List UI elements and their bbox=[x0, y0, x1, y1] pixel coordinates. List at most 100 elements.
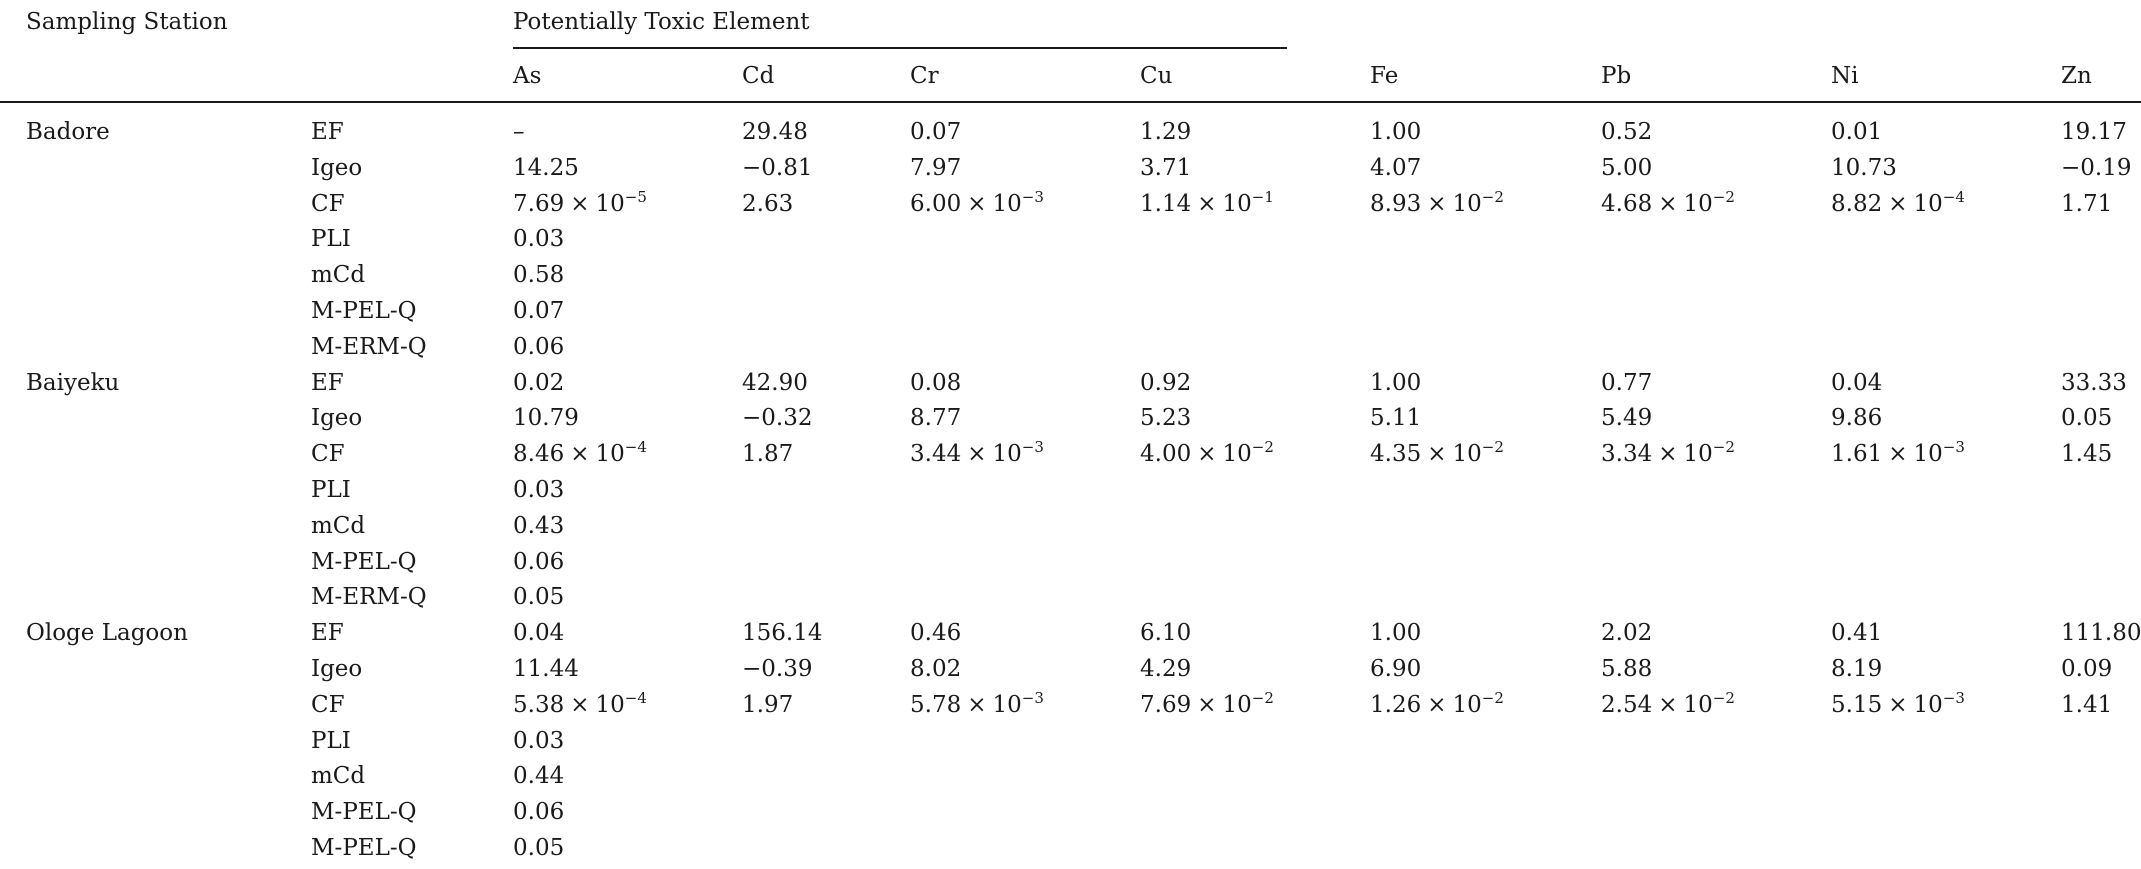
value-cell: 8.46 × 10−4 bbox=[513, 438, 647, 468]
value-cell: 7.69 × 10−2 bbox=[1140, 688, 1274, 718]
value-cell: 29.48 bbox=[742, 119, 808, 145]
header-group-rule bbox=[513, 47, 1287, 49]
index-label: EF bbox=[311, 119, 344, 145]
value-cell: 5.15 × 10−3 bbox=[1831, 688, 1965, 718]
value-cell: 1.14 × 10−1 bbox=[1140, 187, 1274, 217]
value-cell: 0.77 bbox=[1601, 369, 1653, 396]
value-cell: 0.03 bbox=[513, 477, 565, 503]
index-label: M-ERM-Q bbox=[311, 333, 427, 360]
value-cell: 4.29 bbox=[1140, 656, 1192, 682]
value-cell: 0.06 bbox=[513, 548, 565, 575]
index-label: Igeo bbox=[311, 154, 363, 181]
index-label: PLI bbox=[311, 226, 351, 253]
value-cell: 1.41 bbox=[2061, 691, 2113, 718]
index-label: EF bbox=[311, 620, 344, 647]
index-label: M-PEL-Q bbox=[311, 799, 417, 826]
index-label: mCd bbox=[311, 512, 366, 539]
value-cell: 0.02 bbox=[513, 369, 565, 396]
value-cell: 4.07 bbox=[1370, 154, 1422, 181]
value-cell: 2.02 bbox=[1601, 620, 1653, 647]
index-label: mCd bbox=[311, 262, 366, 289]
value-cell: 5.11 bbox=[1370, 405, 1422, 432]
value-cell: 8.02 bbox=[910, 656, 962, 682]
value-cell: 5.78 × 10−3 bbox=[910, 688, 1044, 718]
value-cell: 1.97 bbox=[742, 691, 794, 718]
value-cell: 4.00 × 10−2 bbox=[1140, 438, 1274, 468]
value-cell: 7.97 bbox=[910, 154, 962, 181]
value-cell: 19.17 bbox=[2061, 119, 2127, 145]
value-cell: −0.32 bbox=[742, 405, 813, 432]
station-name: Badore bbox=[26, 119, 110, 145]
value-cell: 0.03 bbox=[513, 226, 565, 253]
index-label: CF bbox=[311, 190, 345, 217]
value-cell: 1.29 bbox=[1140, 119, 1192, 145]
col-header: Ni bbox=[1831, 63, 1859, 89]
value-cell: 9.86 bbox=[1831, 405, 1883, 432]
index-label: M-PEL-Q bbox=[311, 298, 417, 324]
value-cell: 8.82 × 10−4 bbox=[1831, 187, 1965, 217]
value-cell: 0.05 bbox=[513, 584, 565, 611]
value-cell: 6.90 bbox=[1370, 656, 1422, 682]
value-cell: 10.79 bbox=[513, 405, 579, 432]
value-cell: 0.04 bbox=[513, 620, 565, 647]
value-cell: 156.14 bbox=[742, 620, 823, 647]
index-label: Igeo bbox=[311, 656, 363, 682]
value-cell: 6.10 bbox=[1140, 620, 1192, 647]
index-label: Igeo bbox=[311, 405, 363, 432]
index-label: M-PEL-Q bbox=[311, 835, 417, 861]
index-label: M-ERM-Q bbox=[311, 584, 427, 611]
col-header: Pb bbox=[1601, 63, 1632, 89]
index-label: M-PEL-Q bbox=[311, 548, 417, 575]
station-name: Baiyeku bbox=[26, 369, 120, 396]
value-cell: 1.45 bbox=[2061, 441, 2113, 468]
value-cell: −0.39 bbox=[742, 656, 813, 682]
value-cell: 5.38 × 10−4 bbox=[513, 688, 647, 718]
value-cell: 0.58 bbox=[513, 262, 565, 289]
value-cell: 0.08 bbox=[910, 369, 962, 396]
index-label: mCd bbox=[311, 763, 366, 790]
value-cell: 1.61 × 10−3 bbox=[1831, 438, 1965, 468]
value-cell: 8.19 bbox=[1831, 656, 1883, 682]
value-cell: 5.88 bbox=[1601, 656, 1653, 682]
value-cell: 11.44 bbox=[513, 656, 579, 682]
value-cell: 5.00 bbox=[1601, 154, 1653, 181]
index-label: CF bbox=[311, 691, 345, 718]
header-bottom-rule bbox=[0, 101, 2141, 103]
value-cell: 0.41 bbox=[1831, 620, 1883, 647]
value-cell: 0.07 bbox=[513, 298, 565, 324]
col-header: As bbox=[513, 63, 542, 89]
index-label: EF bbox=[311, 369, 344, 396]
value-cell: 0.09 bbox=[2061, 656, 2113, 682]
value-cell: 1.71 bbox=[2061, 190, 2113, 217]
value-cell: 0.05 bbox=[513, 835, 565, 861]
col-header: Zn bbox=[2061, 63, 2092, 89]
station-name: Ologe Lagoon bbox=[26, 620, 188, 647]
value-cell: 0.07 bbox=[910, 119, 962, 145]
value-cell: 0.01 bbox=[1831, 119, 1883, 145]
col-header: Fe bbox=[1370, 63, 1399, 89]
value-cell: 0.03 bbox=[513, 727, 565, 754]
value-cell: 7.69 × 10−5 bbox=[513, 187, 647, 217]
value-cell: 2.63 bbox=[742, 190, 794, 217]
index-label: PLI bbox=[311, 477, 351, 503]
value-cell: 5.23 bbox=[1140, 405, 1192, 432]
value-cell: 3.71 bbox=[1140, 154, 1192, 181]
value-cell: 1.00 bbox=[1370, 369, 1422, 396]
value-cell: 0.52 bbox=[1601, 119, 1653, 145]
value-cell: 6.00 × 10−3 bbox=[910, 187, 1044, 217]
value-cell: 0.05 bbox=[2061, 405, 2113, 432]
col-header: Cu bbox=[1140, 63, 1173, 89]
col-header: Cd bbox=[742, 63, 775, 89]
value-cell: 0.46 bbox=[910, 620, 962, 647]
value-cell: 8.77 bbox=[910, 405, 962, 432]
value-cell: 3.44 × 10−3 bbox=[910, 438, 1044, 468]
value-cell: 0.06 bbox=[513, 333, 565, 360]
value-cell: 42.90 bbox=[742, 369, 808, 396]
col-header: Cr bbox=[910, 63, 939, 89]
value-cell: – bbox=[513, 119, 525, 145]
value-cell: 3.34 × 10−2 bbox=[1601, 438, 1735, 468]
value-cell: −0.81 bbox=[742, 154, 813, 181]
header-sampling-station: Sampling Station bbox=[26, 9, 228, 35]
value-cell: 14.25 bbox=[513, 154, 579, 181]
